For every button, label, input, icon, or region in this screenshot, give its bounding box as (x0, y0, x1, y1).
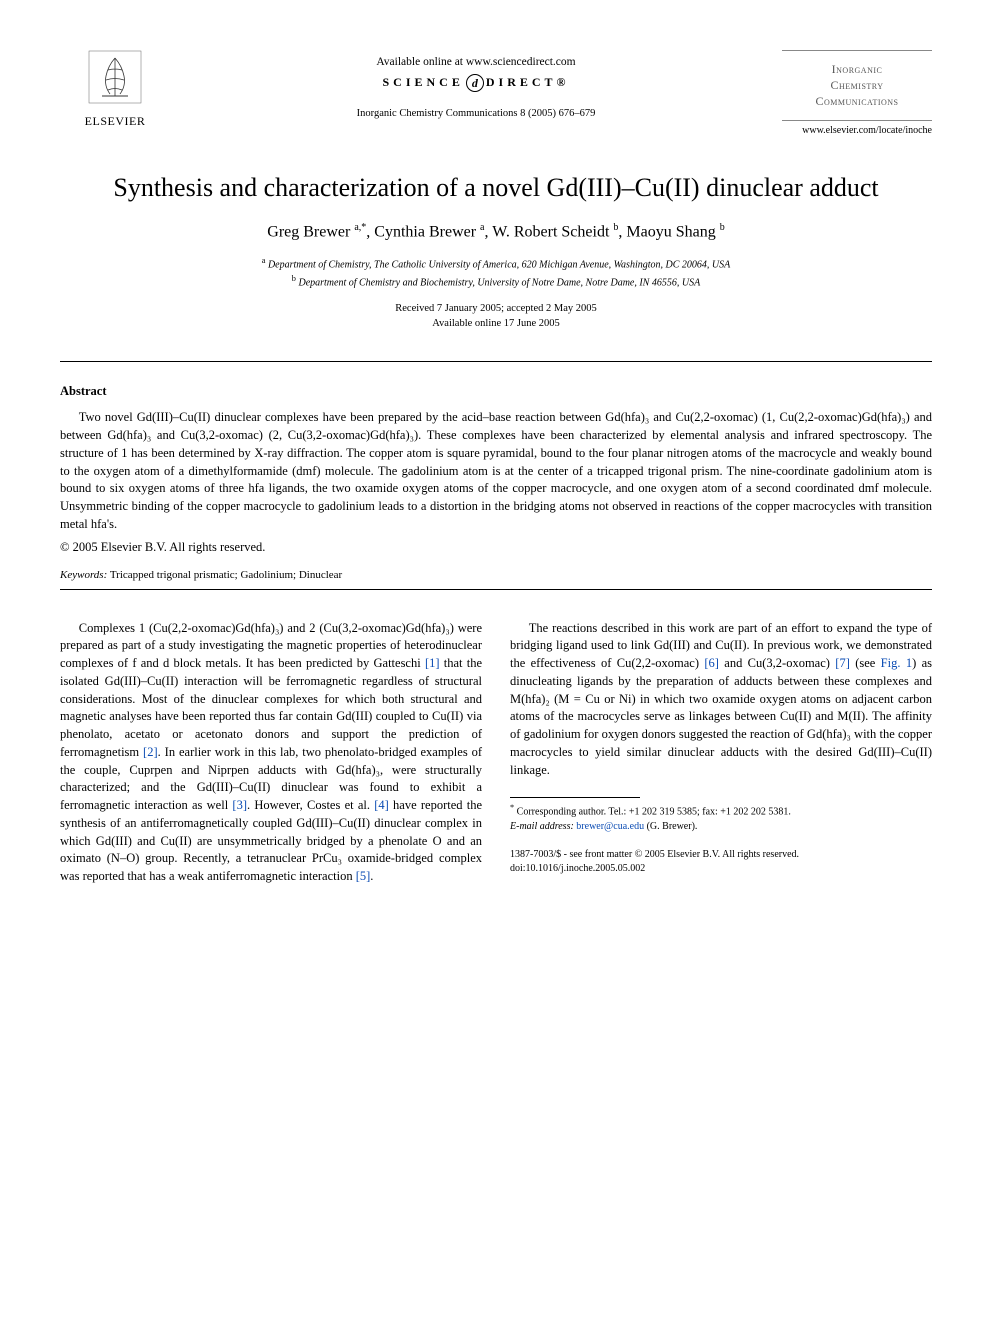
body-para-2: The reactions described in this work are… (510, 620, 932, 780)
center-header: Available online at www.sciencedirect.co… (170, 50, 782, 119)
citation-line: Inorganic Chemistry Communications 8 (20… (170, 108, 782, 119)
affiliations: a Department of Chemistry, The Catholic … (60, 255, 932, 290)
sciencedirect-right: DIRECT® (486, 75, 570, 89)
elsevier-tree-icon (88, 50, 142, 110)
journal-block-wrap: Inorganic Chemistry Communications www.e… (782, 50, 932, 136)
abstract-copyright: © 2005 Elsevier B.V. All rights reserved… (60, 540, 932, 555)
body-columns: Complexes 1 (Cu(2,2-oxomac)Gd(hfa)₃) and… (60, 620, 932, 886)
rule-top (60, 361, 932, 362)
publisher-block: ELSEVIER (60, 50, 170, 129)
corresponding-author-footnote: * Corresponding author. Tel.: +1 202 319… (510, 802, 932, 819)
header-row: ELSEVIER Available online at www.science… (60, 50, 932, 136)
affiliation-a: Department of Chemistry, The Catholic Un… (268, 260, 730, 271)
publisher-name: ELSEVIER (85, 114, 146, 129)
cite-6[interactable]: [6] (704, 656, 719, 670)
journal-name: Inorganic Chemistry Communications (784, 61, 930, 110)
available-online-date: Available online 17 June 2005 (432, 318, 560, 329)
cite-2[interactable]: [2] (143, 745, 158, 759)
sciencedirect-d-icon: d (466, 74, 484, 92)
cite-5[interactable]: [5] (356, 869, 371, 883)
footer-meta: 1387-7003/$ - see front matter © 2005 El… (510, 848, 932, 876)
fig-1-link[interactable]: Fig. 1 (881, 656, 912, 670)
keywords-line: Keywords: Tricapped trigonal prismatic; … (60, 569, 932, 581)
keywords-label: Keywords: (60, 569, 107, 581)
abstract-heading: Abstract (60, 384, 932, 399)
journal-url: www.elsevier.com/locate/inoche (782, 125, 932, 136)
footnote-block: * Corresponding author. Tel.: +1 202 319… (510, 797, 932, 875)
authors-line: Greg Brewer a,*, Cynthia Brewer a, W. Ro… (60, 222, 932, 241)
cite-7[interactable]: [7] (835, 656, 850, 670)
dates-block: Received 7 January 2005; accepted 2 May … (60, 302, 932, 331)
cite-1[interactable]: [1] (425, 656, 440, 670)
email-link[interactable]: brewer@cua.edu (576, 821, 644, 832)
sciencedirect-left: SCIENCE (383, 75, 464, 89)
keywords-text: Tricapped trigonal prismatic; Gadolinium… (110, 569, 342, 581)
footnote-rule (510, 797, 640, 798)
footer-doi: doi:10.1016/j.inoche.2005.05.002 (510, 862, 932, 876)
rule-bottom (60, 589, 932, 590)
footer-copyright: 1387-7003/$ - see front matter © 2005 El… (510, 848, 932, 862)
received-accepted: Received 7 January 2005; accepted 2 May … (395, 303, 596, 314)
email-footnote: E-mail address: brewer@cua.edu (G. Brewe… (510, 820, 932, 834)
cite-4[interactable]: [4] (374, 798, 389, 812)
body-para-1: Complexes 1 (Cu(2,2-oxomac)Gd(hfa)₃) and… (60, 620, 482, 886)
sciencedirect-logo: SCIENCEdDIRECT® (170, 74, 782, 92)
abstract-body: Two novel Gd(III)–Cu(II) dinuclear compl… (60, 409, 932, 533)
journal-block: Inorganic Chemistry Communications (782, 50, 932, 121)
available-online-text: Available online at www.sciencedirect.co… (170, 56, 782, 68)
affiliation-b: Department of Chemistry and Biochemistry… (298, 277, 700, 288)
article-title: Synthesis and characterization of a nove… (100, 172, 892, 205)
cite-3[interactable]: [3] (232, 798, 247, 812)
